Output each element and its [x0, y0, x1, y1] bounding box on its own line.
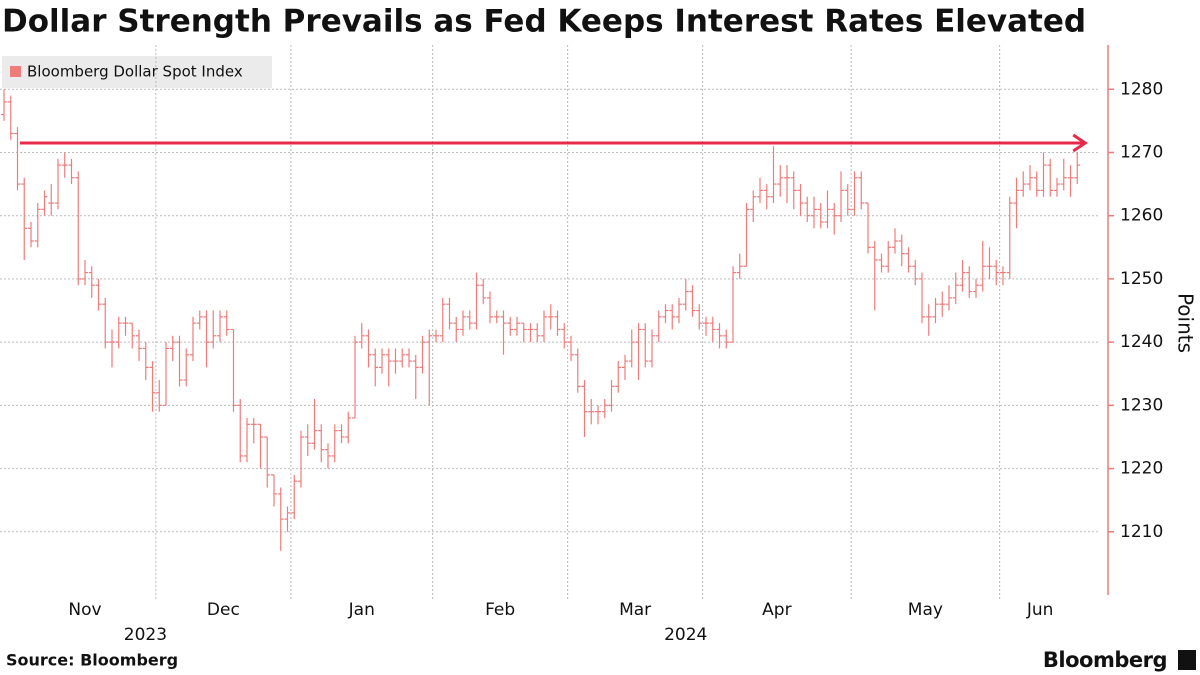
x-tick-label: Dec	[207, 600, 240, 620]
brand-icon	[1178, 650, 1196, 670]
y-tick-label: 1230	[1120, 395, 1163, 415]
x-tick-label: May	[908, 600, 943, 620]
x-tick-label: Feb	[485, 600, 515, 620]
y-tick-label: 1280	[1120, 79, 1163, 99]
source: Source: Bloomberg	[6, 651, 178, 670]
x-tick-label: Mar	[619, 600, 651, 620]
y-tick-label: 1270	[1120, 142, 1163, 162]
y-tick-label: 1250	[1120, 269, 1163, 289]
chart-title: Dollar Strength Prevails as Fed Keeps In…	[2, 4, 1086, 40]
x-tick-label: Jun	[1026, 600, 1054, 620]
x-tick-label: Apr	[762, 600, 791, 620]
y-tick-label: 1210	[1120, 522, 1163, 542]
y-tick-label: 1240	[1120, 332, 1163, 352]
x-year-label: 2024	[664, 625, 707, 645]
x-tick-label: Nov	[68, 600, 101, 620]
y-axis-title: Points	[1174, 293, 1198, 353]
legend-label: Bloomberg Dollar Spot Index	[27, 63, 243, 81]
y-tick-label: 1220	[1120, 459, 1163, 479]
x-year-label: 2023	[124, 625, 167, 645]
legend-swatch	[10, 66, 21, 77]
brand-logo: Bloomberg	[1043, 648, 1167, 672]
legend-box	[2, 56, 272, 88]
x-tick-label: Jan	[348, 600, 375, 620]
annotation-arrowhead	[1072, 133, 1088, 153]
y-tick-label: 1260	[1120, 206, 1163, 226]
